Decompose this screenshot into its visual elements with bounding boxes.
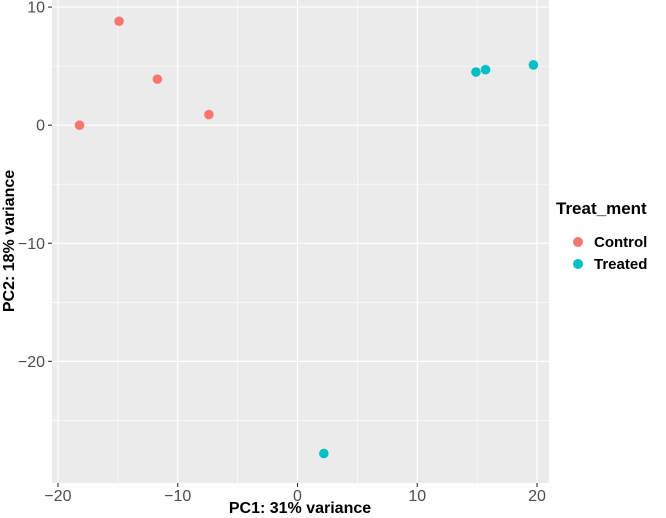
point-treated (471, 67, 481, 77)
y-axis-title: PC2: 18% variance (1, 170, 18, 312)
minor-gridlines (52, 0, 549, 483)
legend: Treat_ment Control Treated (556, 199, 647, 273)
legend-label-control: Control (594, 234, 647, 251)
x-tick-label: −20 (44, 488, 71, 505)
y-tick-label: 0 (36, 118, 45, 135)
point-treated (528, 60, 539, 70)
legend-key-treated (573, 259, 583, 269)
legend-title: Treat_ment (556, 199, 647, 218)
y-axis-ticks: −20 −10 0 10 (18, 0, 52, 371)
point-control (152, 74, 163, 84)
point-treated (480, 64, 491, 75)
legend-key-control (573, 237, 583, 247)
point-treated (319, 448, 329, 459)
major-gridlines (52, 0, 549, 483)
data-points (74, 16, 539, 459)
x-tick-label: 0 (293, 488, 302, 505)
x-axis-title: PC1: 31% variance (229, 500, 371, 517)
x-tick-label: −10 (164, 488, 191, 505)
y-tick-label: −10 (18, 236, 45, 253)
x-tick-label: 20 (528, 488, 546, 505)
point-control (204, 109, 214, 120)
x-axis-ticks: −20 −10 0 10 20 (44, 483, 546, 505)
legend-label-treated: Treated (594, 256, 647, 273)
point-control (74, 120, 85, 130)
y-tick-label: −20 (18, 354, 45, 371)
plot-panel (52, 0, 549, 483)
y-tick-label: 10 (27, 0, 45, 17)
x-tick-label: 10 (408, 488, 426, 505)
point-control (114, 16, 124, 27)
